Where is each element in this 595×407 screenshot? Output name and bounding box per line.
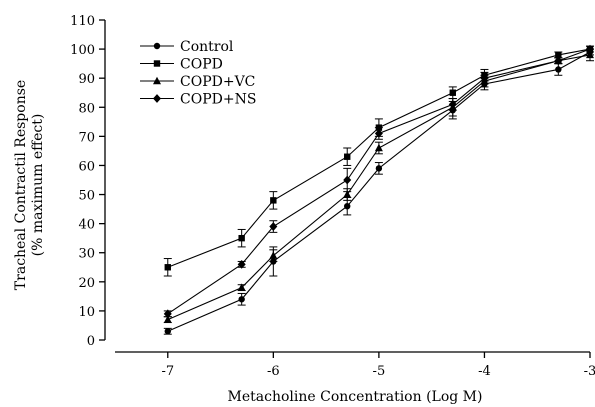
legend-entry-copd-ns: COPD+NS	[140, 92, 256, 108]
data-point-copd	[449, 89, 456, 96]
data-point-copd	[270, 197, 277, 204]
legend-entry-copd-vc: COPD+VC	[140, 74, 255, 90]
data-point-copd-ns	[480, 73, 489, 83]
chart-ticks: 0 10 20 30 40 50 60 70 80 90 100 110 -7 -6 -5 -4 -3	[70, 14, 595, 379]
legend-label-copd-ns: COPD+NS	[180, 92, 256, 108]
legend-marker-copd-vc	[153, 76, 161, 85]
data-point-copd-ns	[237, 259, 246, 269]
data-point-copd-vc	[237, 283, 246, 291]
x-tick-label: -5	[373, 364, 386, 379]
data-point-copd-vc	[163, 315, 172, 323]
data-point-copd-vc	[343, 190, 352, 198]
data-point-copd-ns	[343, 175, 352, 185]
x-tick-label: -3	[584, 364, 595, 379]
data-point-control	[375, 165, 383, 172]
y-tick-label: 0	[87, 334, 95, 349]
y-tick-label: 10	[78, 305, 95, 320]
legend-entry-control: Control	[140, 39, 234, 55]
y-tick-label: 110	[70, 14, 95, 29]
legend-marker-copd-ns	[153, 94, 161, 103]
data-point-copd-ns	[269, 222, 278, 231]
legend-label-control: Control	[180, 39, 234, 55]
data-point-control	[164, 328, 171, 335]
data-point-copd	[164, 264, 171, 271]
legend-marker-copd	[153, 60, 161, 67]
data-point-copd-vc	[269, 251, 278, 259]
data-point-copd	[555, 51, 562, 59]
y-tick-label: 30	[78, 247, 95, 262]
y-axis-title-line2: (% maximum effect)	[30, 114, 46, 257]
y-tick-label: 40	[78, 218, 95, 233]
legend-marker-control	[153, 42, 161, 50]
x-axis-title: Metacholine Concentration (Log M)	[228, 389, 483, 405]
chart-axes	[104, 20, 590, 353]
y-tick-label: 100	[70, 43, 95, 58]
data-point-copd-ns	[554, 56, 563, 66]
legend-label-copd: COPD	[180, 57, 223, 73]
data-point-copd-ns	[586, 44, 594, 54]
y-tick-label: 80	[78, 101, 95, 116]
data-point-copd-vc	[586, 50, 594, 59]
y-tick-label: 90	[78, 72, 95, 87]
series-copd-vc	[163, 48, 594, 324]
legend-entry-copd: COPD	[140, 57, 223, 73]
series-copd-ns	[163, 44, 594, 319]
data-point-control	[344, 202, 351, 210]
y-tick-label: 50	[78, 189, 95, 204]
y-axis-title-line1: Tracheal Contractil Response	[13, 80, 29, 290]
chart-series	[163, 44, 594, 335]
legend-label-copd-vc: COPD+VC	[180, 74, 255, 90]
data-point-control	[238, 296, 245, 303]
y-tick-label: 70	[78, 130, 95, 145]
y-tick-label: 60	[78, 159, 95, 174]
x-tick-label: -6	[267, 364, 280, 379]
data-point-control	[555, 66, 562, 73]
data-point-copd	[344, 153, 351, 160]
data-point-copd-ns	[374, 129, 383, 138]
data-point-copd-ns	[163, 309, 172, 319]
x-tick-label: -7	[161, 364, 174, 379]
y-tick-label: 20	[78, 276, 95, 291]
data-point-copd	[238, 234, 245, 242]
x-tick-label: -4	[478, 364, 491, 379]
data-point-copd-vc	[374, 143, 383, 152]
data-point-copd-ns	[448, 99, 457, 109]
